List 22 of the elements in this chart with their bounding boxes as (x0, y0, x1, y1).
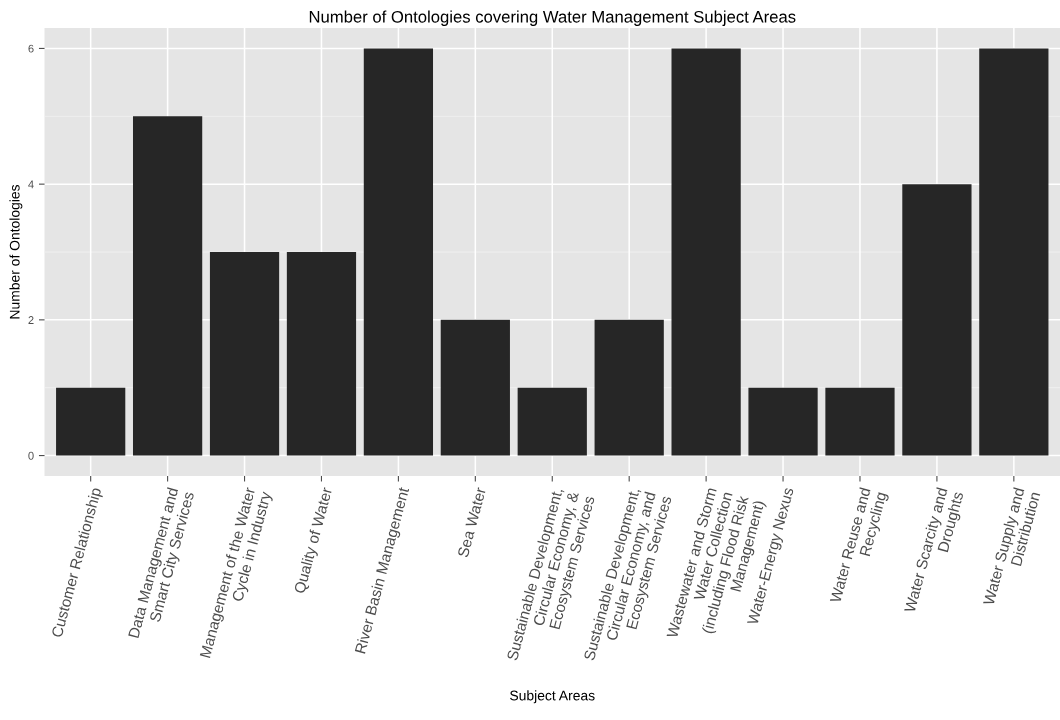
bar (56, 387, 126, 456)
y-axis-title: Number of Ontologies (9, 184, 23, 319)
bar (209, 252, 280, 456)
x-tick-label: Quality of Water (293, 486, 336, 595)
bar (517, 387, 587, 456)
x-tick-label: Sea Water (457, 486, 487, 558)
y-tick-label: 4 (28, 180, 34, 189)
bar (748, 387, 818, 456)
y-tick-label: 0 (28, 451, 34, 460)
bar (825, 387, 895, 456)
bar (286, 252, 357, 456)
x-axis-title: Subject Areas (510, 690, 595, 704)
bar (671, 48, 741, 456)
bar (979, 48, 1049, 456)
bar (363, 48, 434, 456)
y-tick-label: 6 (28, 44, 34, 53)
bar (440, 319, 510, 456)
bar (902, 184, 972, 456)
bar (594, 319, 664, 456)
chart-title: Number of Ontologies covering Water Management Subject Areas (309, 10, 796, 26)
bar (132, 116, 203, 456)
y-tick-label: 2 (28, 316, 34, 324)
